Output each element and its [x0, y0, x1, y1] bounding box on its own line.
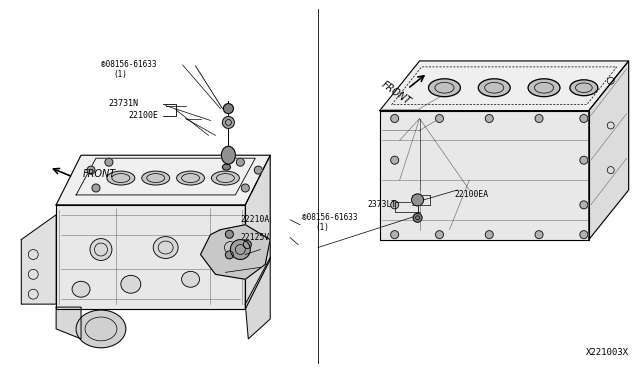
Text: FRONT: FRONT	[83, 169, 116, 179]
Circle shape	[580, 201, 588, 209]
Circle shape	[223, 116, 234, 128]
Ellipse shape	[107, 171, 135, 185]
Circle shape	[580, 115, 588, 122]
Circle shape	[92, 184, 100, 192]
Polygon shape	[245, 257, 270, 339]
Text: FRONT: FRONT	[380, 79, 413, 106]
Ellipse shape	[72, 281, 90, 297]
Circle shape	[225, 230, 234, 238]
Ellipse shape	[76, 310, 126, 348]
Circle shape	[485, 115, 493, 122]
Circle shape	[580, 231, 588, 238]
Circle shape	[225, 251, 234, 259]
Polygon shape	[380, 61, 628, 110]
Polygon shape	[380, 110, 589, 240]
Circle shape	[87, 166, 95, 174]
Circle shape	[390, 231, 399, 238]
Circle shape	[535, 231, 543, 238]
Circle shape	[580, 156, 588, 164]
Polygon shape	[589, 61, 628, 240]
Circle shape	[390, 201, 399, 209]
Circle shape	[243, 241, 252, 248]
Circle shape	[105, 158, 113, 166]
Ellipse shape	[121, 275, 141, 293]
Ellipse shape	[142, 171, 170, 185]
Text: ®08156-61633: ®08156-61633	[101, 60, 156, 70]
Text: 23731N: 23731N	[109, 99, 139, 108]
Polygon shape	[200, 225, 270, 279]
Text: (1): (1)	[315, 223, 329, 232]
Circle shape	[435, 231, 444, 238]
Circle shape	[413, 213, 422, 222]
Ellipse shape	[429, 79, 460, 97]
Ellipse shape	[221, 146, 236, 164]
Circle shape	[435, 115, 444, 122]
Polygon shape	[56, 307, 81, 339]
Ellipse shape	[223, 164, 230, 170]
Polygon shape	[56, 155, 270, 205]
Ellipse shape	[182, 271, 200, 287]
Ellipse shape	[478, 79, 510, 97]
Ellipse shape	[528, 79, 560, 97]
Text: 22210A: 22210A	[241, 215, 269, 224]
Circle shape	[412, 194, 424, 206]
Text: 22100E: 22100E	[129, 111, 159, 120]
Polygon shape	[56, 205, 245, 309]
Text: X221003X: X221003X	[586, 348, 628, 357]
Text: ®08156-61633: ®08156-61633	[302, 213, 358, 222]
Text: (1): (1)	[113, 70, 127, 79]
Circle shape	[390, 156, 399, 164]
Ellipse shape	[90, 238, 112, 260]
Circle shape	[535, 115, 543, 122]
Circle shape	[390, 115, 399, 122]
Ellipse shape	[220, 238, 241, 257]
Circle shape	[230, 240, 250, 259]
Text: 2373LT: 2373LT	[368, 201, 397, 209]
Ellipse shape	[570, 80, 598, 96]
Ellipse shape	[177, 171, 205, 185]
Circle shape	[223, 104, 234, 113]
Circle shape	[236, 158, 244, 166]
Text: 22125V: 22125V	[241, 233, 269, 242]
Ellipse shape	[211, 171, 239, 185]
Circle shape	[485, 231, 493, 238]
Text: 22100EA: 22100EA	[454, 190, 488, 199]
Ellipse shape	[153, 237, 178, 259]
Circle shape	[241, 184, 250, 192]
Polygon shape	[21, 215, 56, 304]
Circle shape	[254, 166, 262, 174]
Ellipse shape	[238, 256, 253, 273]
Polygon shape	[245, 155, 270, 309]
